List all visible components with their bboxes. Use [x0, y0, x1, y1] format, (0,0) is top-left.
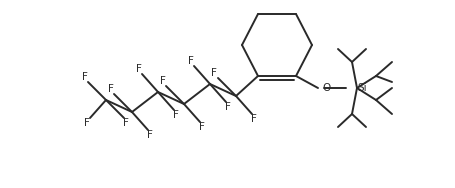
Text: F: F	[123, 118, 129, 128]
Text: F: F	[136, 64, 142, 74]
Text: F: F	[225, 102, 231, 112]
Text: F: F	[251, 114, 257, 124]
Text: F: F	[108, 84, 114, 94]
Text: O: O	[322, 83, 330, 93]
Text: F: F	[82, 72, 88, 82]
Text: Si: Si	[357, 83, 367, 93]
Text: F: F	[211, 68, 217, 78]
Text: F: F	[84, 118, 90, 128]
Text: F: F	[173, 110, 179, 120]
Text: F: F	[160, 76, 166, 86]
Text: F: F	[199, 122, 205, 132]
Text: F: F	[147, 130, 153, 140]
Text: F: F	[188, 56, 194, 66]
